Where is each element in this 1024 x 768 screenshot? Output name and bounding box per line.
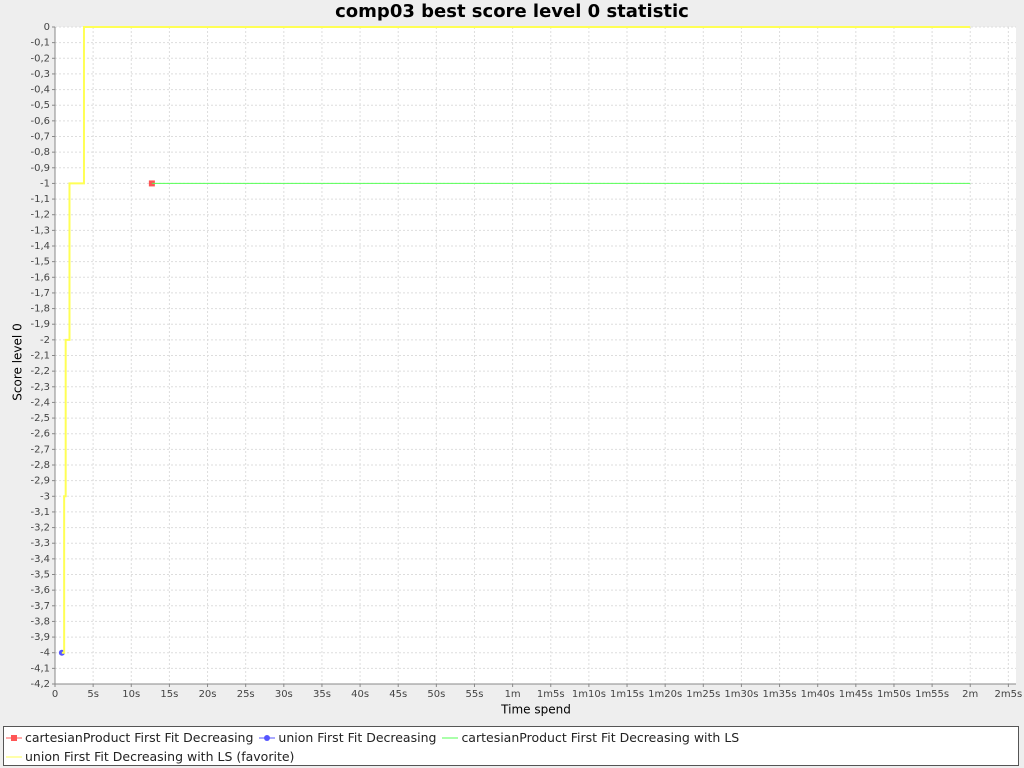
- y-tick-label: -3: [40, 491, 50, 502]
- y-tick-label: -2: [40, 335, 50, 346]
- y-tick-label: -3,5: [30, 570, 50, 581]
- x-tick-label: 1m35s: [763, 689, 797, 700]
- x-tick-label: 1m10s: [572, 689, 606, 700]
- x-tick-label: 1m25s: [686, 689, 720, 700]
- y-tick-label: -1,9: [30, 319, 50, 330]
- chart-title: comp03 best score level 0 statistic: [335, 1, 689, 22]
- x-tick-label: 1m15s: [610, 689, 644, 700]
- y-tick-label: -2,6: [30, 429, 50, 440]
- legend-item: cartesianProduct First Fit Decreasing wi…: [442, 728, 739, 747]
- y-tick-label: 0: [44, 22, 50, 33]
- y-tick-label: -3,8: [30, 616, 50, 627]
- legend-label: cartesianProduct First Fit Decreasing wi…: [461, 730, 740, 745]
- x-tick-label: 50s: [427, 689, 445, 700]
- x-tick-label: 1m: [505, 689, 521, 700]
- legend-swatch: [442, 737, 459, 738]
- legend-label: union First Fit Decreasing with LS (favo…: [25, 749, 295, 764]
- series-line: [61, 26, 971, 654]
- y-tick-label: -0,7: [30, 132, 50, 143]
- legend-item: cartesianProduct First Fit Decreasing: [6, 728, 253, 747]
- legend-swatch: [259, 734, 276, 741]
- y-tick-label: -1,5: [30, 257, 50, 268]
- x-tick-label: 0: [52, 689, 58, 700]
- y-tick-label: -1,1: [30, 194, 50, 205]
- x-tick-label: 55s: [466, 689, 484, 700]
- y-tick-label: -1,8: [30, 304, 50, 315]
- y-tick-label: -2,2: [30, 366, 50, 377]
- y-tick-label: -2,1: [30, 351, 50, 362]
- chart: comp03 best score level 0 statistic Time…: [11, 1, 1023, 717]
- y-tick-label: -3,3: [30, 538, 50, 549]
- y-tick-label: -1,3: [30, 225, 50, 236]
- x-tick-label: 1m55s: [915, 689, 949, 700]
- x-tick-label: 5s: [87, 689, 99, 700]
- y-tick-label: -3,2: [30, 523, 50, 534]
- y-tick-label: -4,1: [30, 663, 50, 674]
- x-tick-label: 35s: [313, 689, 331, 700]
- y-tick-label: -3,9: [30, 632, 50, 643]
- x-tick-label: 20s: [199, 689, 217, 700]
- x-tick-label: 45s: [389, 689, 407, 700]
- x-tick-label: 40s: [351, 689, 369, 700]
- y-tick-label: -2,9: [30, 476, 50, 487]
- x-tick-label: 10s: [122, 689, 140, 700]
- y-tick-label: -1,4: [30, 241, 50, 252]
- legend: cartesianProduct First Fit Decreasing uni…: [3, 726, 1019, 766]
- legend-swatch: [6, 734, 22, 741]
- marker: [264, 734, 271, 741]
- y-tick-label: -0,6: [30, 116, 50, 127]
- y-axis-label: Score level 0: [11, 323, 25, 400]
- legend-label: union First Fit Decreasing: [278, 730, 437, 745]
- y-tick-label: -2,4: [30, 397, 50, 408]
- y-tick-label: -0,1: [30, 38, 50, 49]
- y-tick-label: -1: [40, 178, 50, 189]
- x-tick-label: 30s: [275, 689, 293, 700]
- y-tick-label: -0,2: [30, 53, 50, 64]
- y-tick-label: -1,2: [30, 210, 50, 221]
- y-tick-label: -0,3: [30, 69, 50, 80]
- x-tick-label: 2m5s: [995, 689, 1023, 700]
- legend-item: union First Fit Decreasing with LS (favo…: [6, 747, 294, 766]
- marker: [11, 734, 17, 741]
- x-tick-label: 1m45s: [839, 689, 873, 700]
- x-tick-label: 2m: [962, 689, 978, 700]
- y-tick-label: -0,8: [30, 147, 50, 158]
- y-tick-label: -0,5: [30, 100, 50, 111]
- y-tick-label: -0,4: [30, 85, 50, 96]
- x-tick-label: 1m40s: [801, 689, 835, 700]
- y-tick-label: -2,8: [30, 460, 50, 471]
- y-tick-label: -3,1: [30, 507, 50, 518]
- x-tick-label: 1m50s: [877, 689, 911, 700]
- y-tick-label: -4: [40, 648, 50, 659]
- y-tick-label: -3,7: [30, 601, 50, 612]
- legend-swatch: [6, 756, 22, 757]
- y-tick-label: -3,4: [30, 554, 50, 565]
- y-tick-label: -2,5: [30, 413, 50, 424]
- y-tick-label: -3,6: [30, 585, 50, 596]
- y-tick-label: -2,7: [30, 444, 50, 455]
- y-tick-label: -1,7: [30, 288, 50, 299]
- x-tick-label: 1m20s: [648, 689, 682, 700]
- x-axis-label: Time spend: [500, 703, 571, 717]
- y-tick-label: -0,9: [30, 163, 50, 174]
- x-tick-label: 25s: [237, 689, 255, 700]
- legend-label: cartesianProduct First Fit Decreasing: [25, 730, 254, 745]
- y-tick-label: -2,3: [30, 382, 50, 393]
- x-tick-label: 1m30s: [724, 689, 758, 700]
- y-tick-label: -1,6: [30, 272, 50, 283]
- x-tick-label: 15s: [160, 689, 178, 700]
- x-tick-label: 1m5s: [537, 689, 565, 700]
- y-tick-label: -4,2: [30, 679, 50, 690]
- legend-item: union First Fit Decreasing: [259, 728, 436, 747]
